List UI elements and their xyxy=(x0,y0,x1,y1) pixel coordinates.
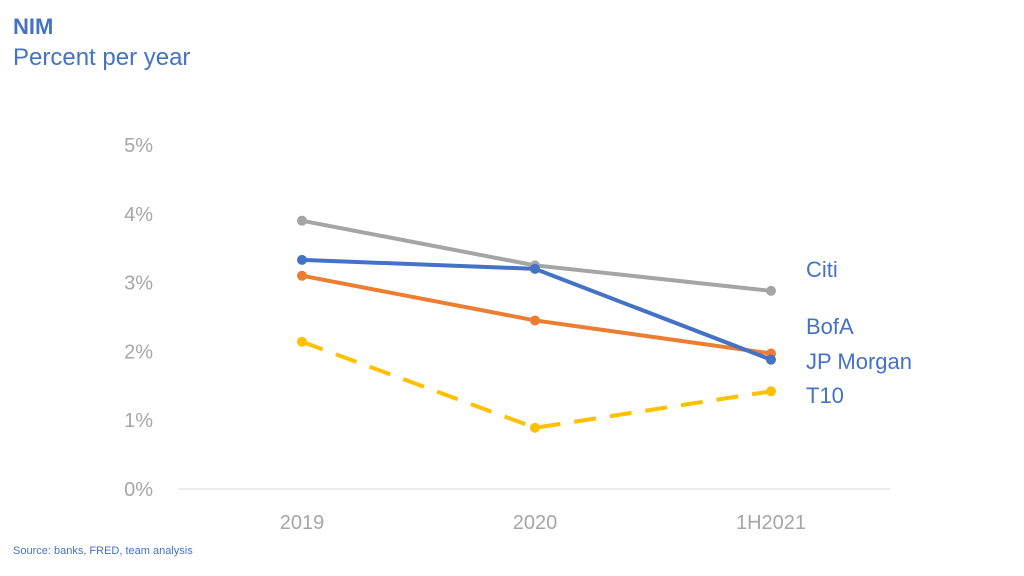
data-point xyxy=(530,422,540,433)
source-note: Source: banks, FRED, team analysis xyxy=(13,545,193,557)
chart-title: NIM xyxy=(13,14,54,39)
data-point xyxy=(766,354,776,365)
data-point xyxy=(297,270,307,281)
y-tick-label: 2% xyxy=(124,341,153,363)
series-label: T10 xyxy=(806,383,844,408)
x-tick-label: 1H2021 xyxy=(736,512,806,534)
y-tick-label: 3% xyxy=(124,273,153,295)
y-tick-label: 4% xyxy=(124,204,153,226)
series-points xyxy=(297,215,776,433)
x-tick-label: 2020 xyxy=(513,512,558,534)
y-axis-ticks: 0% 1% 2% 3% 4% 5% xyxy=(124,135,153,501)
x-tick-label: 2019 xyxy=(280,512,325,534)
data-point xyxy=(297,215,307,226)
x-axis-ticks: 2019 2020 1H2021 xyxy=(280,512,806,534)
series-label: BofA xyxy=(806,314,854,339)
series-label: JP Morgan xyxy=(806,349,912,374)
series-label: Citi xyxy=(806,257,838,282)
series-line-jp-morgan xyxy=(300,273,773,356)
series-labels: Citi BofA JP Morgan T10 xyxy=(806,257,912,408)
chart-subtitle: Percent per year xyxy=(13,44,191,71)
data-point xyxy=(530,315,540,326)
series-line-t10 xyxy=(301,339,772,430)
data-point xyxy=(530,263,540,274)
data-point xyxy=(297,336,307,347)
data-point xyxy=(766,386,776,397)
y-tick-label: 0% xyxy=(124,479,153,501)
data-point xyxy=(766,285,776,296)
series-line-citi xyxy=(300,218,773,293)
y-tick-label: 5% xyxy=(124,135,153,157)
data-point xyxy=(297,254,307,265)
y-tick-label: 1% xyxy=(124,410,153,432)
